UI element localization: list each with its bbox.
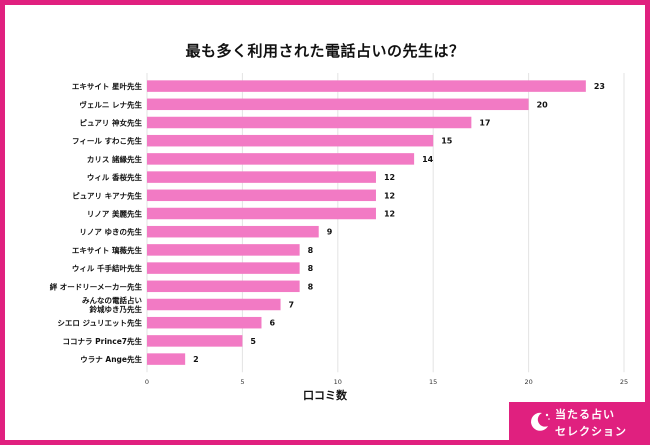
bar-value-label: 7 [289,301,295,310]
brand-line-2: セレクション [555,425,627,438]
category-label: フィール すわこ先生 [72,136,142,146]
x-axis-label: 口コミ数 [303,389,347,402]
bar-value-label: 8 [308,264,314,273]
bar [147,244,300,256]
x-tick-label: 20 [524,378,532,386]
bar-value-label: 12 [384,191,395,200]
bar-value-label: 14 [422,155,434,164]
category-label: エキサイト 璃薇先生 [72,245,143,255]
category-label: ヴェルニ レナ先生 [79,99,142,109]
category-label: みんなの電話占い鈴城ゆき乃先生 [82,295,142,314]
bar [147,262,300,274]
category-label: シエロ ジュリエット先生 [57,318,142,328]
x-tick-label: 10 [334,378,342,386]
x-tick-label: 25 [620,378,628,386]
crescent-moon-stars-icon [531,412,550,431]
x-tick-label: 5 [240,378,244,386]
bar [147,80,586,92]
bar-value-label: 17 [479,119,490,128]
category-label: ウィル 千手結叶先生 [72,263,143,273]
bar [147,335,243,347]
bar [147,153,415,165]
bar [147,116,472,129]
bar [147,280,300,293]
chart-title: 最も多く利用された電話占いの先生は？ [185,42,465,60]
bar [147,316,262,329]
bar [147,298,281,311]
bar [147,225,319,238]
x-tick-label: 15 [429,378,437,386]
bar [147,171,376,183]
bar-value-label: 6 [269,319,275,328]
category-label: リノア ゆきの先生 [79,227,142,237]
bar-value-label: 2 [193,355,199,364]
bar-value-label: 23 [594,82,605,91]
bar-value-label: 8 [308,246,314,255]
category-label: ピュアリ キアナ先生 [72,190,142,200]
brand-line-1: 当たる占い [555,408,615,421]
brand-logo: 当たる占い セレクション [509,402,645,440]
category-label: ココナラ Prince7先生 [63,336,143,346]
bar-value-label: 12 [384,173,395,182]
bar [147,98,529,111]
bar [147,353,186,365]
category-label: ウィル 香桜先生 [87,172,143,182]
category-label: リノア 美麗先生 [87,209,143,219]
bar [147,189,376,202]
bar-value-label: 15 [441,137,453,146]
bar [147,134,434,147]
category-label: 絆 オードリーメーカー先生 [50,281,143,291]
x-tick-label: 0 [145,378,149,386]
bar-value-label: 8 [308,282,314,291]
bar [147,207,376,220]
bar-value-label: 5 [250,337,256,346]
bar-value-label: 20 [537,100,549,109]
bar-value-label: 12 [384,210,395,219]
category-label: エキサイト 星叶先生 [72,81,143,91]
category-label: ピュアリ 神女先生 [80,118,143,128]
category-label: ウラナ Ange先生 [80,354,142,364]
bar-value-label: 9 [327,228,333,237]
category-label: カリス 諸縁先生 [87,154,143,164]
